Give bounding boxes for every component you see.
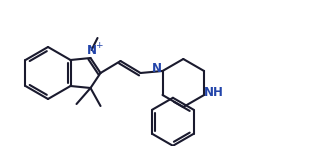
Text: N: N — [151, 62, 161, 75]
Text: N: N — [87, 45, 97, 58]
Text: NH: NH — [204, 86, 224, 100]
Text: +: + — [95, 41, 102, 51]
